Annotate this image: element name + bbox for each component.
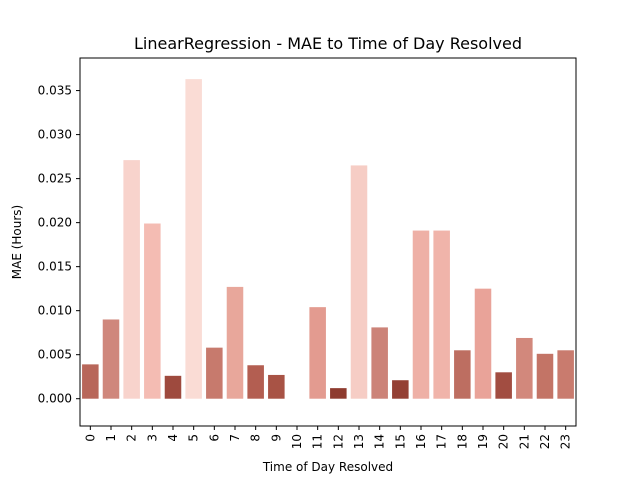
x-tick-label: 3	[145, 434, 159, 442]
bar-21	[516, 337, 533, 399]
x-tick-label: 9	[269, 434, 283, 442]
y-tick-label: 0.020	[38, 216, 72, 230]
y-tick-label: 0.005	[38, 348, 72, 362]
bar-23	[557, 350, 574, 399]
x-tick-label: 0	[83, 434, 97, 442]
bar-7	[226, 286, 244, 399]
bar-9	[268, 374, 285, 399]
x-tick-label: 21	[517, 434, 531, 449]
bar-16	[412, 230, 430, 399]
x-tick-label: 17	[435, 434, 449, 449]
bar-17	[433, 230, 450, 399]
x-tick-label: 11	[311, 434, 325, 449]
y-tick-label: 0.010	[38, 304, 72, 318]
y-tick-label: 0.035	[38, 84, 72, 98]
plot-frame	[79, 57, 577, 427]
x-tick-label: 13	[352, 434, 366, 449]
y-axis: 0.000 0.005 0.010 0.015 0.020 0.025 0.030 0.035	[38, 84, 80, 406]
y-tick-label: 0.030	[38, 128, 72, 142]
x-tick-label: 8	[249, 434, 263, 442]
x-axis-label: Time of Day Resolved	[262, 460, 393, 474]
bar-22	[536, 353, 554, 399]
y-tick-label: 0.000	[38, 392, 72, 406]
x-tick-label: 18	[455, 434, 469, 449]
y-axis-label: MAE (Hours)	[10, 205, 24, 279]
bar-4	[164, 375, 182, 399]
x-tick-label: 23	[559, 434, 573, 449]
x-tick-label: 16	[414, 434, 428, 449]
y-tick-label: 0.015	[38, 260, 72, 274]
bar-13	[350, 165, 368, 399]
bar-19	[474, 288, 492, 399]
bar-5	[185, 79, 202, 399]
x-tick-label: 14	[373, 434, 387, 449]
y-tick-label: 0.025	[38, 172, 72, 186]
bar-2	[123, 160, 140, 399]
x-tick-label: 2	[125, 434, 139, 442]
bar-18	[454, 350, 471, 399]
x-axis: 0 1 2 3 4 5 6 7 8 9 10 11 12 13 14 15 16 17 18 19 20 21 22 23	[83, 426, 573, 449]
bar-1	[102, 319, 120, 399]
x-tick-label: 6	[207, 434, 221, 442]
x-tick-label: 10	[290, 434, 304, 449]
x-tick-label: 1	[104, 434, 118, 442]
bar-11	[309, 307, 326, 399]
bar-0	[82, 364, 99, 399]
x-tick-label: 5	[187, 434, 201, 442]
bars-group	[82, 79, 574, 399]
x-tick-label: 20	[497, 434, 511, 449]
x-tick-label: 7	[228, 434, 242, 442]
bar-8	[247, 365, 264, 399]
x-tick-label: 4	[166, 434, 180, 442]
bar-20	[495, 372, 512, 399]
bar-15	[392, 380, 409, 399]
bar-6	[206, 347, 223, 399]
bar-14	[371, 327, 388, 399]
bar-3	[144, 223, 161, 399]
x-tick-label: 12	[331, 434, 345, 449]
bar-12	[330, 388, 347, 399]
x-tick-label: 15	[393, 434, 407, 449]
x-tick-label: 22	[538, 434, 552, 449]
x-tick-label: 19	[476, 434, 490, 449]
chart-title: LinearRegression - MAE to Time of Day Re…	[134, 34, 522, 53]
